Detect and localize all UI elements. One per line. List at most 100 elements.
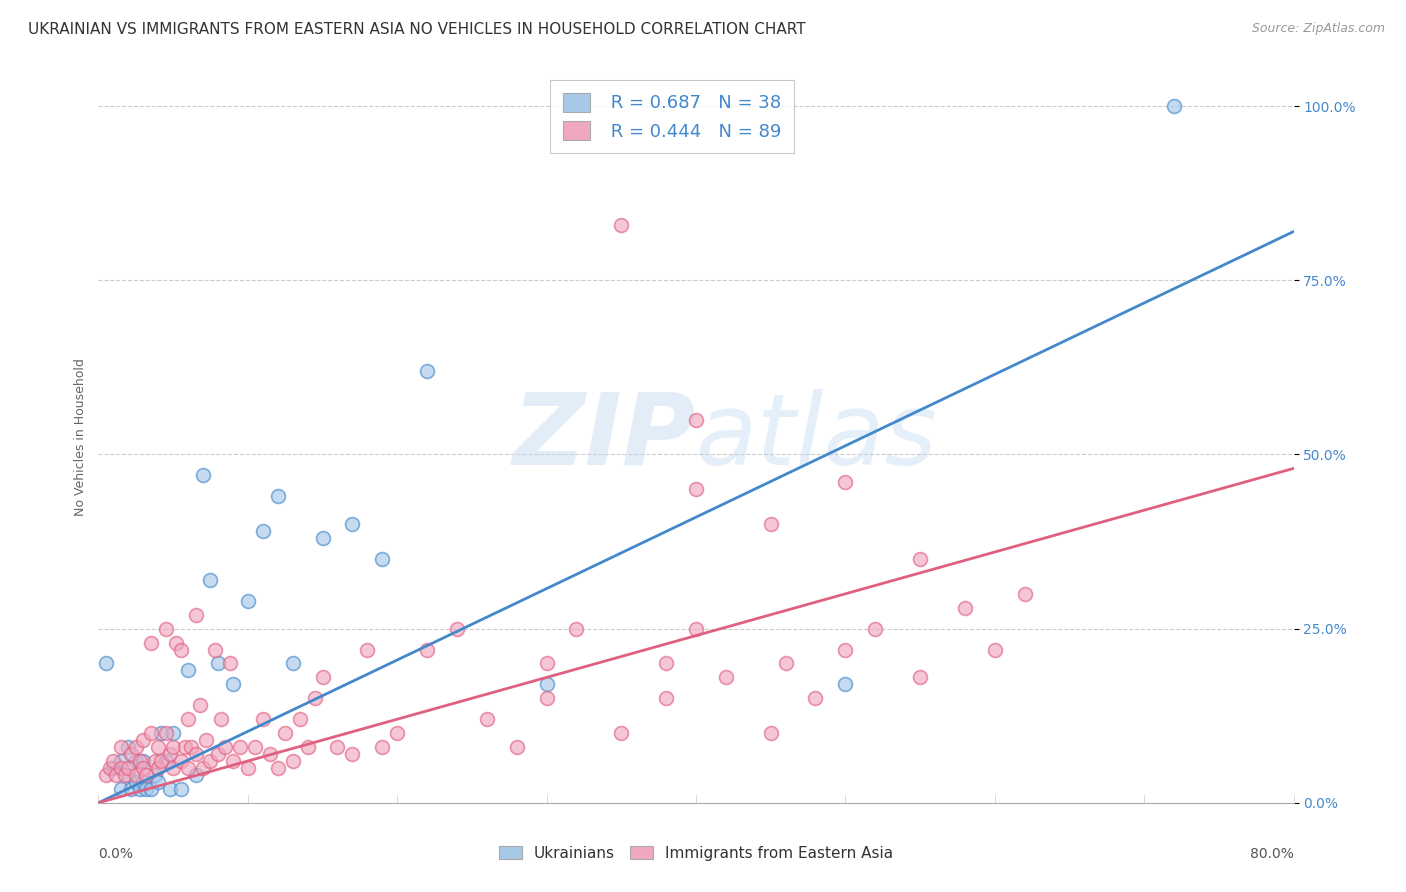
Point <box>267 489 290 503</box>
Point <box>125 768 148 782</box>
Point <box>148 775 170 789</box>
Point <box>685 412 707 426</box>
Point <box>281 657 304 671</box>
Point <box>159 781 181 796</box>
Point <box>184 768 207 782</box>
Point <box>120 747 142 761</box>
Point <box>274 726 297 740</box>
Point <box>177 712 200 726</box>
Point <box>169 642 191 657</box>
Text: 80.0%: 80.0% <box>1250 847 1294 861</box>
Point <box>1163 99 1185 113</box>
Point <box>304 691 326 706</box>
Point <box>125 754 148 768</box>
Point <box>184 747 207 761</box>
Point <box>655 657 678 671</box>
Point <box>311 670 333 684</box>
Text: ZIP: ZIP <box>513 389 696 485</box>
Point <box>207 747 229 761</box>
Point <box>371 552 394 566</box>
Point <box>207 657 229 671</box>
Point <box>162 761 184 775</box>
Point <box>155 726 177 740</box>
Point <box>132 754 155 768</box>
Point <box>177 664 200 678</box>
Point <box>297 740 319 755</box>
Point <box>162 726 184 740</box>
Point <box>326 740 349 755</box>
Point <box>191 761 214 775</box>
Point <box>114 768 136 782</box>
Point <box>174 740 197 755</box>
Point <box>139 726 162 740</box>
Point <box>132 775 155 789</box>
Point <box>267 761 290 775</box>
Point <box>184 607 207 622</box>
Point <box>191 468 214 483</box>
Point <box>103 761 125 775</box>
Point <box>288 712 311 726</box>
Point <box>714 670 737 684</box>
Point <box>110 761 132 775</box>
Point <box>834 642 856 657</box>
Text: Source: ZipAtlas.com: Source: ZipAtlas.com <box>1251 22 1385 36</box>
Point <box>143 754 166 768</box>
Point <box>94 768 117 782</box>
Point <box>162 740 184 755</box>
Point <box>685 483 707 497</box>
Point <box>252 524 274 538</box>
Point <box>155 754 177 768</box>
Point <box>165 635 187 649</box>
Point <box>908 552 931 566</box>
Point <box>132 733 155 747</box>
Point <box>148 761 170 775</box>
Point <box>110 781 132 796</box>
Point <box>222 754 245 768</box>
Point <box>195 733 218 747</box>
Point <box>1014 587 1036 601</box>
Point <box>446 622 468 636</box>
Point <box>150 754 173 768</box>
Point <box>117 761 139 775</box>
Point <box>204 642 226 657</box>
Point <box>219 657 242 671</box>
Point <box>610 726 633 740</box>
Point <box>236 761 259 775</box>
Point <box>536 691 558 706</box>
Point <box>610 218 633 232</box>
Point <box>506 740 529 755</box>
Point <box>177 761 200 775</box>
Point <box>236 594 259 608</box>
Point <box>180 740 202 755</box>
Point <box>139 635 162 649</box>
Point <box>139 781 162 796</box>
Point <box>245 740 267 755</box>
Point <box>150 726 173 740</box>
Point <box>865 622 887 636</box>
Point <box>148 740 170 755</box>
Point <box>222 677 245 691</box>
Point <box>259 747 281 761</box>
Text: 0.0%: 0.0% <box>98 847 134 861</box>
Point <box>252 712 274 726</box>
Point <box>759 726 782 740</box>
Point <box>565 622 588 636</box>
Point <box>281 754 304 768</box>
Point <box>110 740 132 755</box>
Point <box>98 761 122 775</box>
Point <box>416 364 439 378</box>
Point <box>117 768 139 782</box>
Point <box>155 622 177 636</box>
Point <box>143 768 166 782</box>
Point <box>385 726 409 740</box>
Point <box>214 740 236 755</box>
Point <box>759 517 782 532</box>
Point <box>132 761 155 775</box>
Point <box>120 781 142 796</box>
Text: UKRAINIAN VS IMMIGRANTS FROM EASTERN ASIA NO VEHICLES IN HOUSEHOLD CORRELATION C: UKRAINIAN VS IMMIGRANTS FROM EASTERN ASI… <box>28 22 806 37</box>
Point <box>129 781 152 796</box>
Point <box>371 740 394 755</box>
Point <box>416 642 439 657</box>
Point <box>536 657 558 671</box>
Point <box>984 642 1007 657</box>
